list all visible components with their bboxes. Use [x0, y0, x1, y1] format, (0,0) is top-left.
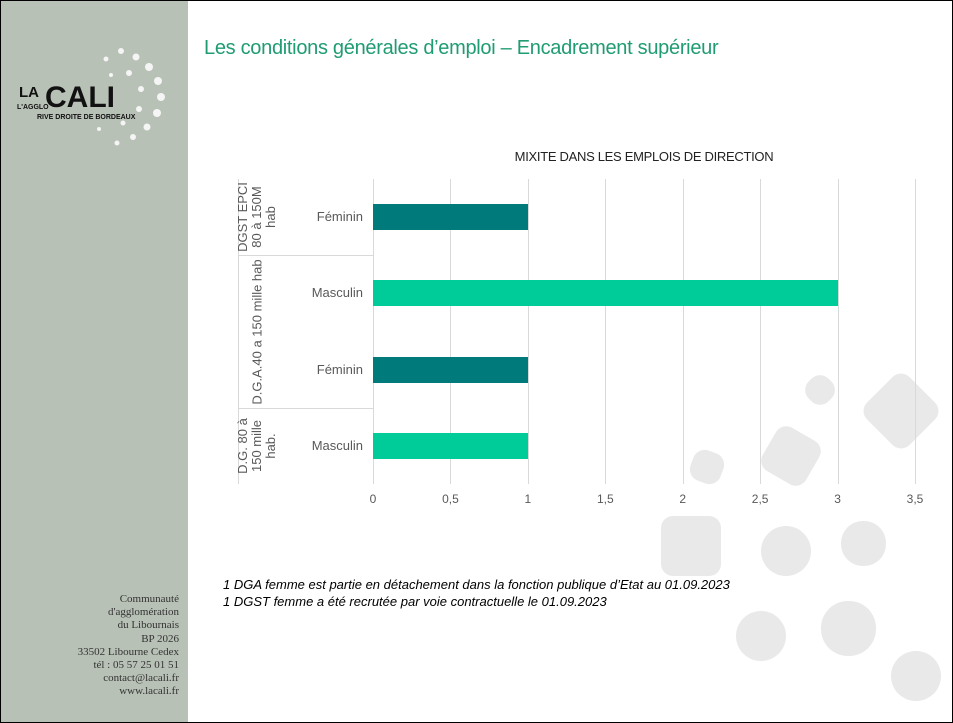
- decoration: [661, 516, 721, 576]
- decoration: [761, 526, 811, 576]
- logo-tagline: RIVE DROITE DE BORDEAUX: [37, 114, 136, 121]
- decoration: [821, 601, 876, 656]
- address: Communauté d'agglomération du Libournais…: [78, 593, 179, 699]
- decoration: [841, 521, 886, 566]
- category-label: Masculin: [311, 437, 363, 453]
- decoration: [891, 651, 941, 701]
- grid-line: [837, 179, 839, 484]
- bar: [373, 204, 528, 231]
- grid-line: [682, 179, 684, 484]
- grid-line: [605, 179, 607, 484]
- category-label: Féminin: [316, 209, 363, 225]
- x-tick-label: 1: [524, 492, 532, 506]
- grid-line: [915, 179, 916, 484]
- bar: [373, 356, 528, 383]
- address-line: www.lacali.fr: [119, 685, 179, 698]
- address-line: du Libournais: [117, 619, 179, 632]
- logo: LA CALI L'AGGLO RIVE DROITE DE BORDEAUX: [17, 48, 165, 146]
- x-tick-label: 2,5: [751, 492, 769, 506]
- chart-title: MIXITE DANS LES EMPLOIS DE DIRECTION: [514, 149, 774, 164]
- logo-main: CALI: [45, 81, 115, 114]
- group-label: D.G. 80 à 150 mille hab.: [235, 418, 278, 474]
- x-tick-label: 3,5: [906, 492, 924, 506]
- footnote: 1 DGST femme a été recrutée par voie con…: [223, 594, 607, 609]
- group-separator: [238, 407, 373, 409]
- footnote: 1 DGA femme est partie en détachement da…: [223, 577, 730, 592]
- grid-line: [760, 179, 762, 484]
- group-label: D.G.A.40 a 150 mille hab: [249, 258, 264, 405]
- address-line: d'agglomération: [107, 606, 179, 619]
- x-tick-label: 1,5: [596, 492, 614, 506]
- bar: [373, 432, 528, 459]
- group-separator: [238, 255, 373, 257]
- grid-line: [450, 179, 452, 484]
- address-line: contact@lacali.fr: [103, 672, 179, 685]
- sidebar: LA CALI L'AGGLO RIVE DROITE DE BORDEAUX …: [1, 1, 188, 722]
- x-tick-label: 0: [369, 492, 377, 506]
- grid-line: [373, 179, 374, 484]
- x-tick-label: 3: [834, 492, 841, 506]
- x-tick-label: 0,5: [442, 492, 459, 506]
- axis-line: [238, 179, 239, 484]
- address-line: BP 2026: [141, 632, 179, 645]
- grid-line: [527, 179, 529, 484]
- category-label: Masculin: [311, 285, 363, 301]
- address-line: Communauté: [119, 593, 179, 605]
- group-label: DGST EPCI 80 à 150M hab: [235, 182, 278, 253]
- logo-prefix: L'AGGLO: [17, 104, 49, 111]
- address-line: tél : 05 57 25 01 51: [93, 659, 179, 672]
- slide-title: Les conditions générales d’emploi – Enca…: [204, 37, 719, 59]
- x-tick-label: 2: [679, 492, 687, 506]
- category-label: Féminin: [316, 361, 363, 377]
- bar: [373, 280, 838, 307]
- logo-top: LA: [19, 84, 39, 101]
- decoration: [736, 611, 786, 661]
- address-line: 33502 Libourne Cedex: [77, 645, 179, 658]
